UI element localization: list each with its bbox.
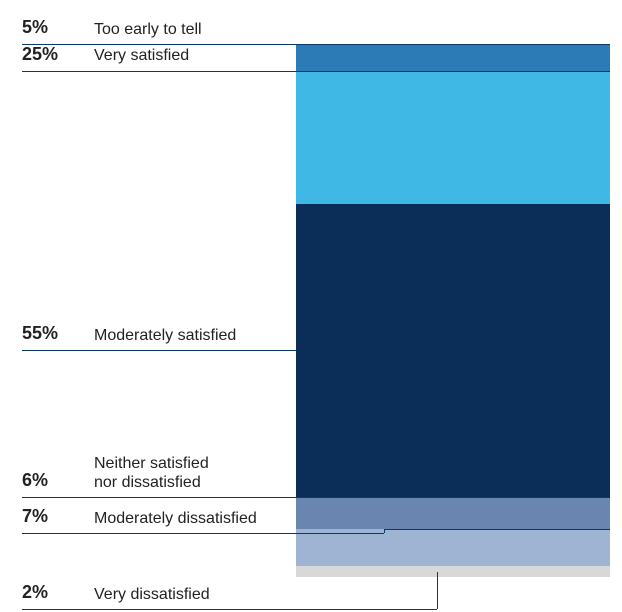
leader-rule-mod_sat bbox=[22, 350, 296, 351]
label-mod_dis: Moderately dissatisfied bbox=[94, 509, 294, 528]
pct-mod_sat: 55% bbox=[22, 323, 58, 344]
pct-too_early: 5% bbox=[22, 17, 48, 38]
leader-rule-mod_dis bbox=[22, 533, 384, 534]
leader-rule-neutral bbox=[22, 497, 610, 498]
label-too_early: Too early to tell bbox=[94, 20, 294, 39]
label-row-too_early: 5% Too early to tell bbox=[0, 14, 622, 44]
bar-segment-very_dis bbox=[296, 566, 610, 577]
satisfaction-stacked-bar-chart: 5% Too early to tell 25% Very satisfied 55% M… bbox=[0, 0, 622, 612]
label-row-neutral: 6% Neither satisfied nor dissatisfied bbox=[0, 451, 622, 497]
label-mod_sat: Moderately satisfied bbox=[94, 326, 294, 345]
label-row-very_sat: 25% Very satisfied bbox=[0, 41, 622, 71]
label-row-mod_sat: 55% Moderately satisfied bbox=[0, 320, 622, 350]
pct-very_dis: 2% bbox=[22, 582, 48, 603]
label-very_dis: Very dissatisfied bbox=[94, 585, 294, 604]
leader-rule2-mod_dis bbox=[384, 529, 610, 530]
leader-elbow-very_dis bbox=[437, 572, 438, 609]
label-neutral: Neither satisfied nor dissatisfied bbox=[94, 454, 294, 492]
label-very_sat: Very satisfied bbox=[94, 46, 294, 65]
bar-segment-very_sat bbox=[296, 71, 610, 204]
leader-rule-very_sat bbox=[22, 71, 610, 72]
bar-segment-mod_dis bbox=[296, 529, 610, 566]
pct-very_sat: 25% bbox=[22, 44, 58, 65]
leader-rule-very_dis bbox=[22, 609, 437, 610]
pct-neutral: 6% bbox=[22, 470, 48, 491]
pct-mod_dis: 7% bbox=[22, 506, 48, 527]
label-row-very_dis: 2% Very dissatisfied bbox=[0, 579, 622, 609]
